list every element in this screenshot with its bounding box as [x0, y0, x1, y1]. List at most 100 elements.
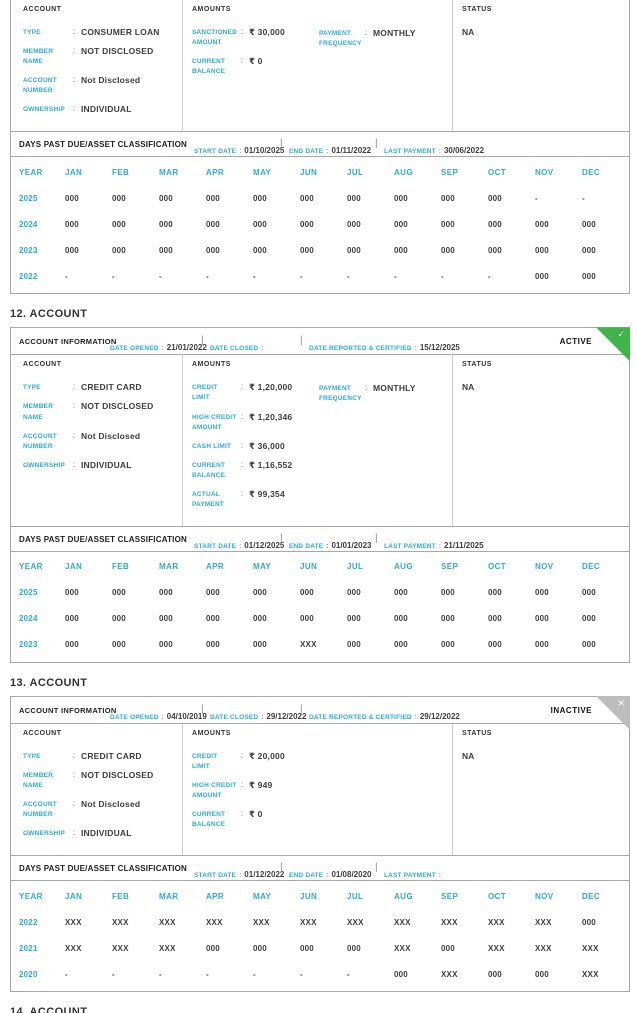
start-date-label: START DATE: [194, 542, 237, 550]
field-value: ₹ 99,354: [249, 488, 285, 499]
dpd-value: 000: [441, 943, 455, 953]
field-account-number: ACCOUNT NUMBER: Not Disclosed: [23, 431, 174, 452]
dpd-value: XXX: [488, 943, 505, 953]
field-value: CREDIT CARD: [81, 382, 142, 393]
field-credit-limit: CREDIT LIMIT: ₹ 1,20,000: [192, 382, 319, 403]
dpd-end-date: END DATE:01/08/2020: [289, 864, 371, 882]
dpd-value: 000: [441, 245, 455, 255]
date-opened-label: DATE OPENED: [110, 713, 159, 721]
dpd-value: 000: [300, 219, 314, 229]
dpd-value: -: [253, 271, 256, 281]
colon: :: [261, 343, 264, 353]
dpd-value: XXX: [441, 917, 458, 927]
year-column-header: YEAR: [19, 167, 43, 177]
field-value: Not Disclosed: [81, 75, 141, 86]
field-colon: :: [240, 56, 244, 66]
dpd-row-2025: 2025 000 000 000 000 000 000 000 000 000 000 000 000: [19, 580, 629, 606]
colon: :: [438, 540, 441, 550]
amount-fields: SANCTIONED AMOUNT: ₹ 30,000 CURRENT BALANC…: [192, 27, 319, 77]
dpd-value: 000: [441, 614, 455, 624]
check-icon: ✓: [617, 329, 625, 340]
colon: :: [414, 711, 417, 721]
field-actual-payment: ACTUAL PAYMENT: ₹ 99,354: [192, 489, 319, 510]
dpd-value: -: [300, 969, 303, 979]
dpd-row-2022: 2022 XXX XXX XXX XXX XXX XXX XXX XXX XXX XXX XXX 000: [19, 909, 629, 935]
dpd-value: -: [582, 193, 585, 203]
dpd-value: 000: [65, 245, 79, 255]
status-column-header: STATUS: [462, 729, 492, 737]
dpd-value: 000: [253, 245, 267, 255]
dpd-value: XXX: [347, 917, 364, 927]
dpd-value: XXX: [159, 917, 176, 927]
dpd-header-row: YEAR JAN FEB MAR APR MAY JUN JUL AUG SEP OCT NOV DEC: [19, 554, 629, 580]
field-label: OWNERSHIP: [23, 106, 65, 114]
dpd-value: -: [253, 969, 256, 979]
section-heading-13: 13. ACCOUNT: [10, 676, 88, 689]
field-value: ₹ 0: [249, 56, 263, 67]
last-payment-label: LAST PAYMENT: [384, 542, 436, 550]
dpd-value: 000: [300, 943, 314, 953]
dpd-value: 000: [394, 193, 408, 203]
month-column-header: JUN: [300, 562, 318, 572]
field-high-credit-amount: HIGH CREDIT AMOUNT: ₹ 1,20,346: [192, 412, 319, 433]
dpd-value: 000: [347, 640, 361, 650]
field-colon: :: [240, 382, 244, 392]
dpd-last-payment: LAST PAYMENT:: [384, 864, 444, 882]
dpd-value: 000: [347, 193, 361, 203]
account-fields: TYPE: CREDIT CARD MEMBER NAME: NOT DISCLOSE…: [23, 751, 174, 839]
amounts-right-subcolumn: [319, 724, 452, 855]
field-colon: :: [72, 27, 76, 36]
account-details-12: ACCOUNT TYPE: CREDIT CARD MEMBER NAME: NOT …: [11, 355, 629, 527]
dpd-value: 000: [206, 219, 220, 229]
field-value: MONTHLY: [373, 383, 416, 394]
month-column-header: APR: [206, 167, 225, 177]
dpd-value: 000: [535, 588, 549, 598]
dpd-value: 000: [253, 193, 267, 203]
end-date-label: END DATE: [289, 542, 324, 550]
dpd-value: 000: [65, 640, 79, 650]
month-column-header: JAN: [65, 562, 83, 572]
date-closed-label: DATE CLOSED: [210, 713, 259, 721]
dpd-value: 000: [582, 640, 596, 650]
dpd-value: -: [65, 271, 68, 281]
field-value: ₹ 1,16,552: [249, 459, 293, 470]
dpd-value: 000: [159, 245, 173, 255]
dpd-row-2023: 2023 000 000 000 000 000 000 000 000 000 000 000 000: [19, 237, 629, 263]
dpd-header-bar: DAYS PAST DUE/ASSET CLASSIFICATION START…: [11, 527, 629, 552]
dpd-value: 000: [206, 245, 220, 255]
status-column-header: STATUS: [462, 6, 492, 13]
dpd-title: DAYS PAST DUE/ASSET CLASSIFICATION: [19, 864, 188, 874]
field-payment-frequency: PAYMENT FREQUENCY: MONTHLY: [319, 383, 452, 404]
field-label: TYPE: [23, 752, 41, 760]
start-date-value: 01/12/2025: [244, 540, 285, 550]
field-colon: :: [72, 401, 76, 411]
account-info-header: ACCOUNT INFORMATION DATE OPENED:21/01/20…: [11, 327, 630, 362]
account-fields: TYPE: CREDIT CARD MEMBER NAME: NOT DISCLOSE…: [23, 382, 174, 470]
field-colon: :: [240, 488, 244, 498]
dpd-year: 2022: [19, 271, 38, 281]
field-colon: :: [72, 770, 76, 779]
amount-fields-right: PAYMENT FREQUENCY: MONTHLY: [319, 383, 452, 404]
dpd-value: 000: [300, 614, 314, 624]
month-column-header: OCT: [488, 562, 507, 572]
dpd-value: 000: [394, 245, 408, 255]
dpd-value: XXX: [488, 917, 505, 927]
dpd-value: 000: [582, 917, 596, 927]
dpd-value: 000: [488, 614, 502, 624]
field-value: Not Disclosed: [81, 799, 141, 810]
section-heading-14: 14. ACCOUNT: [10, 1006, 88, 1013]
field-value: CONSUMER LOAN: [81, 27, 160, 37]
field-label: TYPE: [23, 384, 41, 392]
dpd-title: DAYS PAST DUE/ASSET CLASSIFICATION: [19, 534, 188, 544]
field-value: ₹ 36,000: [249, 440, 285, 451]
dpd-value: 000: [159, 193, 173, 203]
field-colon: :: [240, 411, 244, 421]
field-label: ACCOUNT NUMBER: [23, 77, 57, 95]
date-opened-label: DATE OPENED: [110, 345, 159, 353]
dpd-row-2024: 2024 000 000 000 000 000 000 000 000 000 000 000 000: [19, 606, 629, 632]
dpd-value: 000: [347, 614, 361, 624]
dpd-value: 000: [159, 614, 173, 624]
account-information-title: ACCOUNT INFORMATION: [19, 705, 117, 715]
field-colon: :: [364, 28, 368, 37]
dpd-year: 2020: [19, 969, 38, 979]
